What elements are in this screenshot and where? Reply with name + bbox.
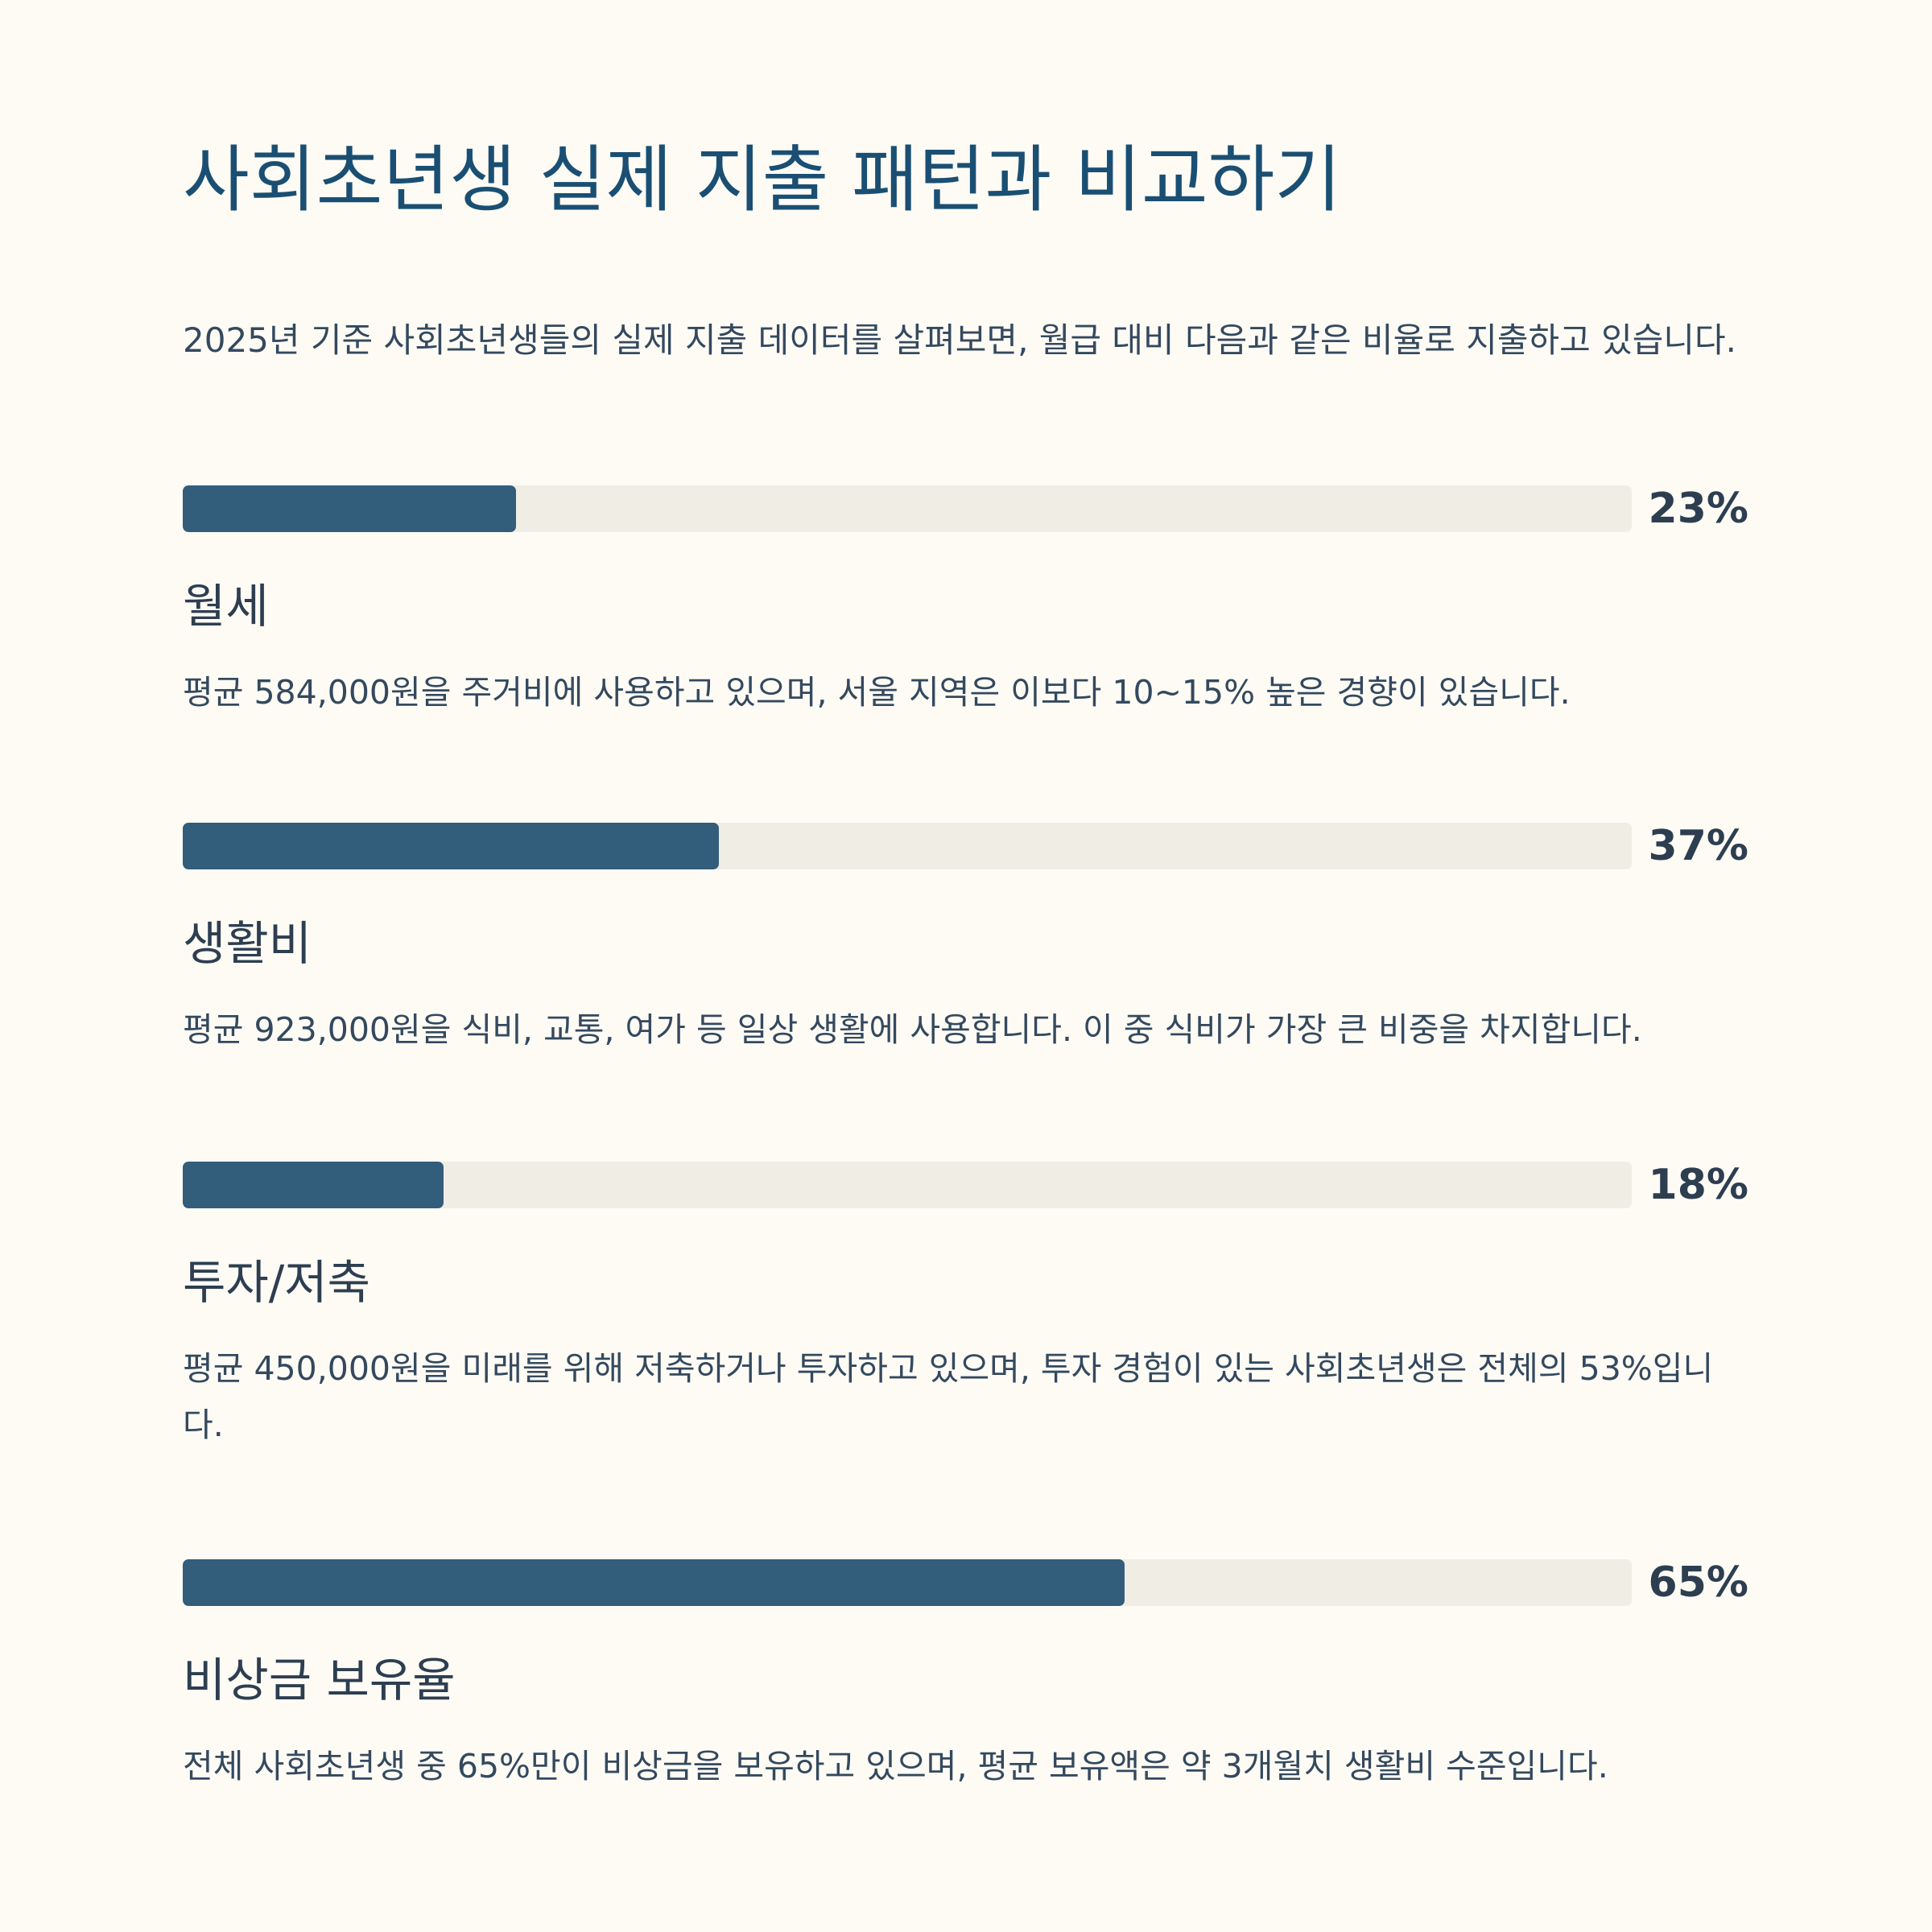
progress-track — [183, 823, 1632, 869]
stat-label: 투자/저축 — [183, 1255, 370, 1310]
percent-value: 65% — [1648, 1558, 1748, 1607]
page-title: 사회초년생 실제 지출 패턴과 비교하기 — [183, 138, 1342, 222]
progress-row: 37% — [183, 822, 1748, 870]
percent-value: 23% — [1648, 485, 1748, 533]
stat-description: 전체 사회초년생 중 65%만이 비상금을 보유하고 있으며, 평균 보유액은 … — [183, 1747, 1608, 1785]
progress-track — [183, 1162, 1632, 1208]
intro-text: 2025년 기준 사회초년생들의 실제 지출 데이터를 살펴보면, 월급 대비 … — [183, 320, 1737, 360]
stat-item-rent: 23% 월세 평균 584,000원을 주거비에 사용하고 있으며, 서울 지역… — [183, 485, 1748, 720]
progress-row: 23% — [183, 485, 1748, 533]
percent-value: 37% — [1648, 822, 1748, 870]
progress-row: 65% — [183, 1558, 1748, 1607]
progress-fill — [183, 1162, 444, 1208]
stat-label: 생활비 — [183, 916, 312, 971]
percent-value: 18% — [1648, 1161, 1748, 1209]
stat-item-living: 37% 생활비 평균 923,000원을 식비, 교통, 여가 등 일상 생활에… — [183, 822, 1748, 1058]
progress-fill — [183, 1559, 1125, 1606]
stat-label: 비상금 보유율 — [183, 1653, 456, 1707]
stat-description: 평균 923,000원을 식비, 교통, 여가 등 일상 생활에 사용합니다. … — [183, 1010, 1642, 1049]
progress-track — [183, 1559, 1632, 1606]
progress-track — [183, 485, 1632, 532]
progress-row: 18% — [183, 1161, 1748, 1209]
progress-fill — [183, 823, 719, 869]
stat-item-emergency: 65% 비상금 보유율 전체 사회초년생 중 65%만이 비상금을 보유하고 있… — [183, 1558, 1748, 1794]
stat-description: 평균 584,000원을 주거비에 사용하고 있으며, 서울 지역은 이보다 1… — [183, 673, 1571, 712]
stat-description: 평균 450,000원을 미래를 위해 저축하거나 투자하고 있으며, 투자 경… — [183, 1349, 1714, 1444]
stat-label: 월세 — [183, 579, 269, 634]
stat-item-savings: 18% 투자/저축 평균 450,000원을 미래를 위해 저축하거나 투자하고… — [183, 1161, 1748, 1453]
progress-fill — [183, 485, 516, 532]
